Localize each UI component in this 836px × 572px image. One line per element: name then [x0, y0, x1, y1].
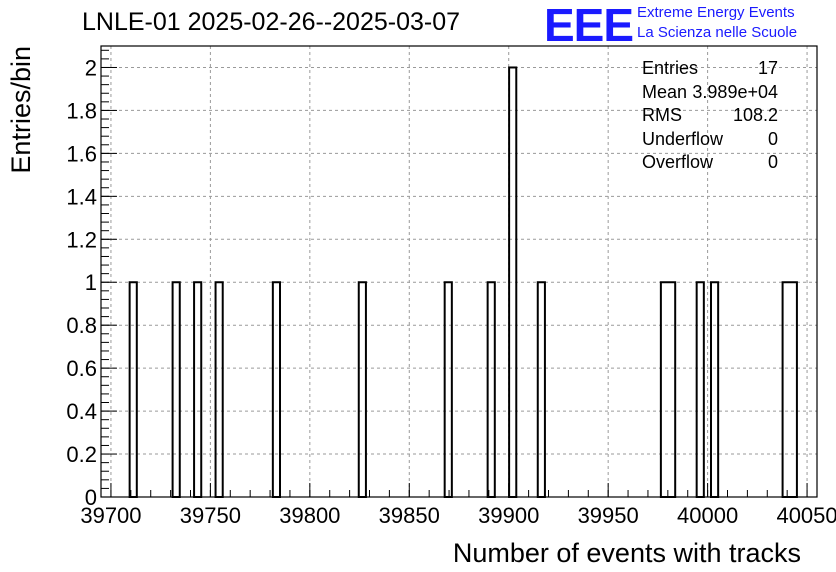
histogram-bin [171, 281, 181, 498]
stats-label: Mean [642, 81, 688, 102]
y-tick-label: 0.8 [66, 313, 97, 338]
stats-label: Entries [642, 58, 699, 78]
stats-row: Mean 3.989e+04 [642, 82, 782, 106]
stats-row: Overflow 0 [642, 152, 782, 176]
y-tick-label: 1.8 [66, 98, 97, 123]
histogram-bin [271, 281, 281, 498]
eee-logo: EEE Extreme Energy Events La Scienza nel… [544, 0, 834, 51]
stats-box: Entries 17 Mean 3.989e+04 RMS 108.2 Unde… [642, 58, 782, 176]
histogram-bin [709, 281, 720, 498]
x-axis-label: Number of events with tracks [453, 538, 801, 568]
y-tick-label: 0 [85, 485, 97, 510]
y-axis-label: Entries/bin [6, 46, 36, 174]
histogram-bin [214, 281, 224, 498]
y-tick-label: 0.2 [66, 442, 97, 467]
histogram-bin [193, 281, 203, 498]
stats-row: RMS 108.2 [642, 105, 782, 129]
x-tick-label: 39950 [578, 503, 639, 528]
stats-label: RMS [642, 105, 682, 126]
stats-label: Overflow [642, 152, 714, 173]
axis-ticks: 0 0.2 0.4 0.6 0.8 1 1.2 1.4 1.6 1.8 2 39700 39750 398… [66, 49, 836, 528]
x-tick-label: 39900 [478, 503, 539, 528]
logo-line-2: La Scienza nelle Scuole [637, 24, 798, 41]
stats-value: 3.989e+04 [692, 81, 778, 102]
y-tick-label: 1 [85, 270, 97, 295]
histogram-bin [659, 281, 677, 498]
histogram-bin [781, 281, 798, 498]
histogram-bin [443, 281, 453, 498]
histogram-bin [357, 281, 367, 498]
y-tick-label: 1.2 [66, 227, 97, 252]
y-tick-label: 1.6 [66, 141, 97, 166]
stats-value: 0 [767, 152, 778, 173]
x-tick-label: 40050 [776, 503, 836, 528]
plot-frame [100, 45, 818, 498]
x-tick-label: 39750 [180, 503, 241, 528]
histogram-bin [536, 281, 546, 498]
stats-row: Underflow 0 [642, 129, 782, 153]
stats-value: 17 [757, 58, 778, 78]
histogram-bin [695, 281, 705, 498]
histogram-bin [486, 281, 496, 498]
stats-row: Entries 17 [642, 58, 782, 82]
x-tick-label: 39800 [279, 503, 340, 528]
y-tick-label: 2 [85, 55, 97, 80]
y-tick-label: 1.4 [66, 184, 97, 209]
y-tick-label: 0.4 [66, 399, 97, 424]
stats-label: Underflow [642, 128, 724, 149]
stats-value: 108.2 [732, 105, 778, 126]
x-tick-label: 40000 [677, 503, 738, 528]
logo-line-1: Extreme Energy Events [637, 4, 795, 21]
chart-title: LNLE-01 2025-02-26--2025-03-07 [82, 8, 461, 36]
x-tick-label: 39850 [379, 503, 440, 528]
histogram-bin [128, 281, 138, 498]
y-tick-label: 0.6 [66, 356, 97, 381]
logo-mark: EEE [544, 0, 634, 51]
x-tick-label: 39700 [80, 503, 141, 528]
stats-value: 0 [767, 128, 778, 149]
